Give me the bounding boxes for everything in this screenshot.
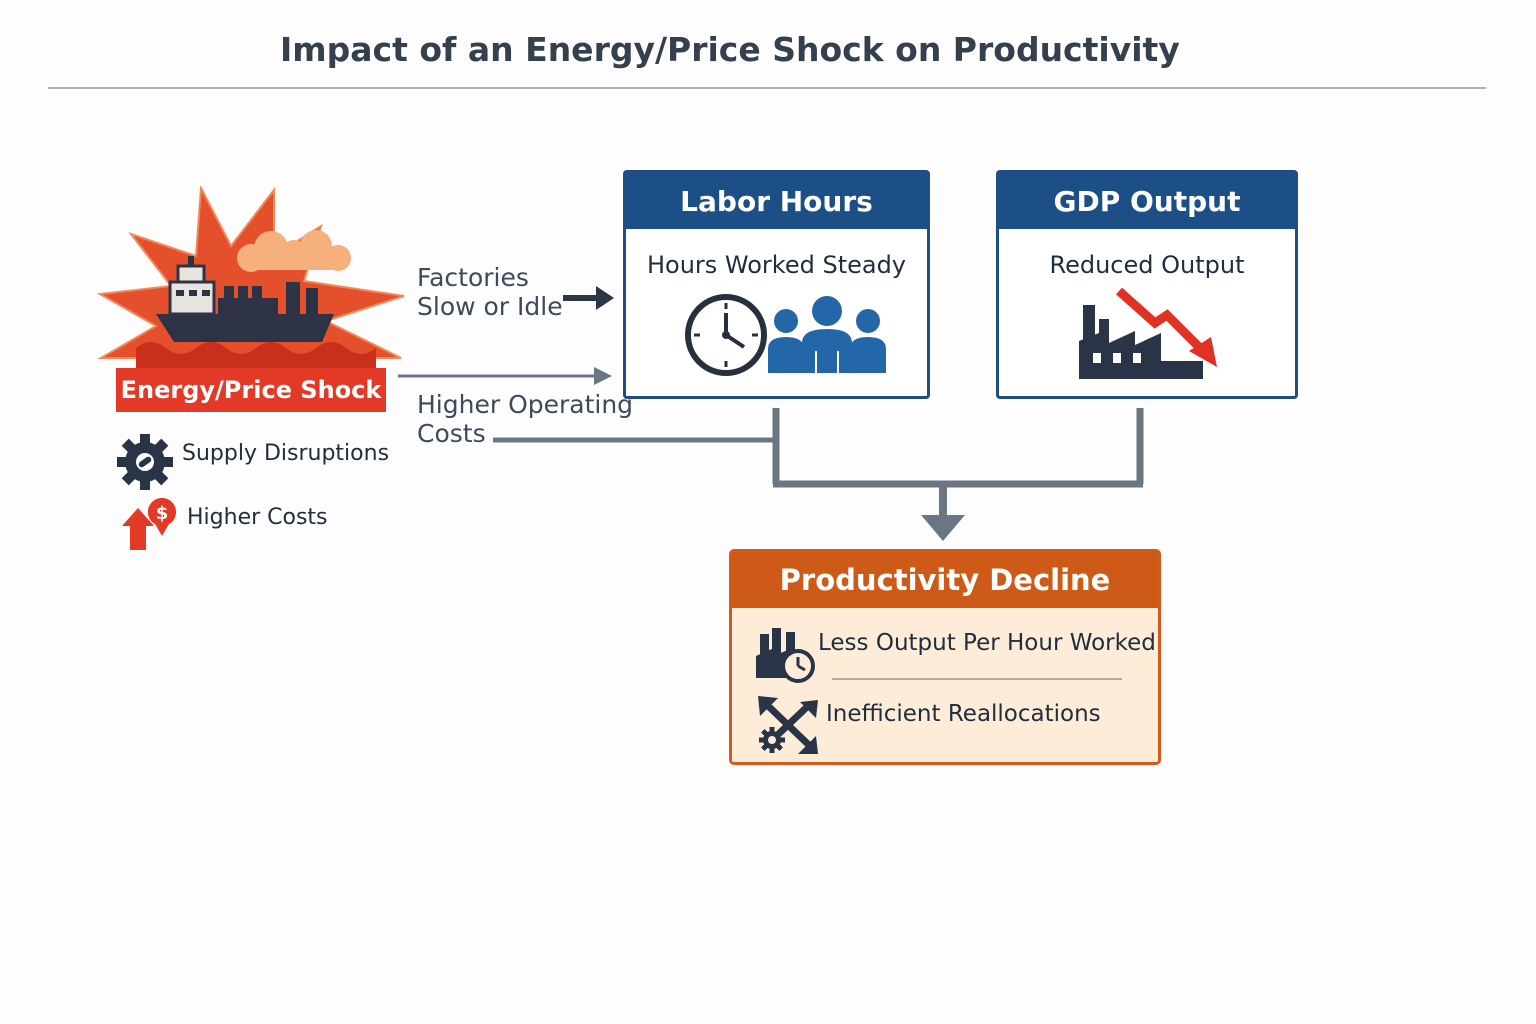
svg-text:$: $ <box>156 503 169 524</box>
page-title: Impact of an Energy/Price Shock on Produ… <box>280 30 1180 69</box>
labor-hours-title: Labor Hours <box>626 173 927 229</box>
factory-icon <box>1079 305 1203 379</box>
higher-costs-label: Higher Costs <box>187 505 328 530</box>
factory-clock-icon <box>756 628 815 683</box>
flow-label-operating-costs: Higher Operating Costs <box>417 390 634 448</box>
gdp-output-box: GDP Output Reduced Output <box>996 170 1298 399</box>
item-divider <box>832 678 1122 680</box>
labor-hours-box: Labor Hours Hours Worked Steady <box>623 170 930 399</box>
down-arrow-icon <box>1116 287 1217 367</box>
reallocation-icon <box>758 696 818 754</box>
flow-label-factories: Factories Slow or Idle <box>417 263 563 321</box>
labor-hours-subtitle: Hours Worked Steady <box>646 251 907 279</box>
explosion-ship-icon <box>96 186 405 368</box>
less-output-label: Less Output Per Hour Worked <box>818 630 1156 656</box>
cost-up-icon: $ <box>122 498 176 550</box>
inefficient-reallocations-label: Inefficient Reallocations <box>826 701 1101 727</box>
shock-label: Energy/Price Shock <box>116 368 386 412</box>
productivity-decline-title: Productivity Decline <box>732 552 1158 608</box>
productivity-decline-box: Productivity Decline Less Output Per Hou… <box>729 549 1161 765</box>
gear-icon <box>117 434 173 490</box>
title-divider <box>48 87 1486 89</box>
gdp-output-title: GDP Output <box>999 173 1295 229</box>
gdp-output-subtitle: Reduced Output <box>1049 251 1245 279</box>
workers-icon <box>768 296 886 373</box>
supply-disruptions-label: Supply Disruptions <box>182 441 390 466</box>
clock-icon <box>685 294 767 376</box>
